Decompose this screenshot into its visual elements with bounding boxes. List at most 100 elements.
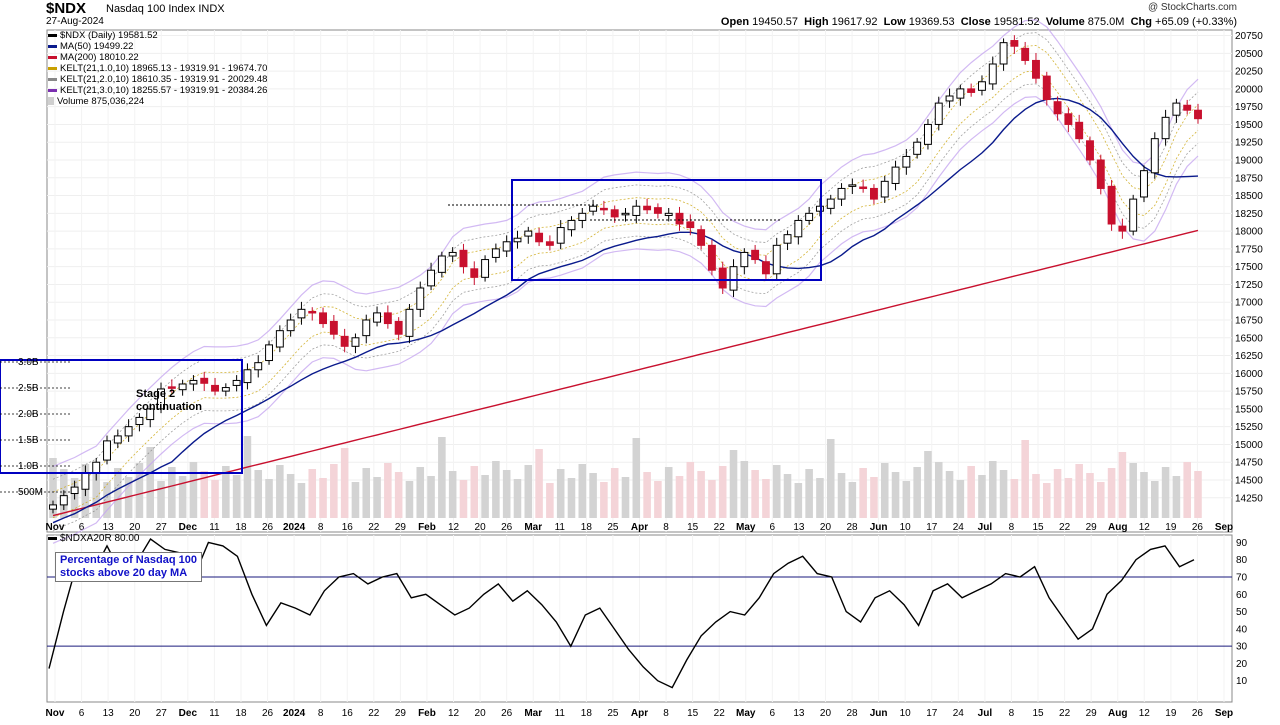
volume-bar (708, 480, 716, 518)
x-tick-label: 10 (900, 708, 912, 719)
volume-tick-label: 1.5B (18, 435, 39, 446)
volume-bar (589, 473, 597, 518)
candle-body (200, 377, 209, 384)
volume-bar (1140, 472, 1148, 518)
candle-body (92, 461, 101, 474)
volume-bar (513, 479, 522, 518)
volume-bar (1194, 471, 1202, 518)
x-tick-label: 26 (1192, 708, 1204, 719)
x-tick-label: 6 (770, 522, 776, 533)
candle-body (664, 212, 673, 216)
x-tick-label: 2024 (283, 522, 306, 533)
volume-tick-label: 1.0B (18, 461, 39, 472)
volume-bar (157, 481, 165, 518)
volume-bar (600, 482, 608, 518)
x-tick-label: 20 (129, 708, 141, 719)
volume-bar (1075, 464, 1083, 518)
volume-bar (880, 463, 889, 518)
ohlc-readout: Open 19450.57 High 19617.92 Low 19369.53… (720, 16, 1237, 28)
volume-bar (114, 468, 122, 518)
ma200-line (52, 229, 1199, 517)
x-tick-label: 26 (501, 522, 513, 533)
x-tick-label: 6 (79, 708, 85, 719)
candle-body (859, 186, 868, 190)
volume-bar (470, 466, 479, 518)
volume-bar (902, 481, 911, 518)
legend-ndx: $NDX (Daily) 19581.52 (48, 30, 158, 41)
candle-body (837, 187, 846, 200)
candle-body (589, 205, 598, 212)
candle-body (135, 416, 144, 426)
candle-body (545, 241, 554, 246)
volume-bar (448, 471, 457, 518)
candle-body (340, 335, 349, 347)
volume-bar (1161, 467, 1170, 518)
x-tick-label: May (736, 708, 756, 719)
x-tick-label: 11 (209, 522, 220, 533)
candle-body (599, 207, 608, 211)
candle-body (481, 259, 490, 278)
legend-volume: Volume 875,036,224 (48, 96, 144, 107)
volume-bar (956, 480, 965, 518)
price-tick-label: 17000 (1235, 298, 1263, 309)
volume-bar (1097, 482, 1105, 518)
volume-bar (826, 439, 835, 518)
candle-body (934, 102, 943, 125)
candle-body (405, 308, 414, 337)
stage2-box (0, 359, 243, 474)
x-tick-label: 11 (555, 522, 566, 533)
ma50-line (52, 97, 1199, 524)
x-tick-label: Dec (179, 522, 198, 533)
x-tick-label: 12 (1139, 522, 1151, 533)
volume-bar (718, 466, 727, 518)
candle-body (1140, 170, 1148, 198)
x-tick-label: 25 (607, 522, 619, 533)
volume-bar (1151, 481, 1159, 518)
x-tick-label: 15 (687, 522, 699, 533)
x-tick-label: Mar (524, 708, 542, 719)
x-tick-label: 27 (156, 708, 168, 719)
candle-body (157, 388, 165, 410)
x-tick-label: 19 (1165, 708, 1177, 719)
candle-body (1010, 40, 1019, 47)
candle-body (1172, 102, 1181, 116)
candle-body (610, 209, 619, 218)
x-tick-label: 20 (820, 522, 832, 533)
volume-bar (1107, 468, 1116, 518)
volume-bar (384, 463, 392, 518)
x-tick-label: 29 (395, 522, 407, 533)
x-tick-label: 8 (1009, 708, 1015, 719)
volume-bar (870, 477, 878, 518)
volume-bar (362, 468, 371, 518)
candle-body (178, 383, 187, 391)
candle-body (308, 310, 317, 314)
volume-bar (1172, 476, 1181, 518)
candle-body (1107, 185, 1116, 225)
candle-body (707, 244, 716, 271)
legend-kelt1: KELT(21,1.0,10) 18965.13 - 19319.91 - 19… (48, 63, 267, 74)
volume-bar (276, 465, 284, 518)
volume-bar (200, 471, 209, 518)
price-tick-label: 17500 (1235, 262, 1263, 273)
x-tick-label: 18 (581, 708, 593, 719)
candle-body (1118, 225, 1127, 232)
candle-body (319, 312, 328, 325)
candle-body (999, 42, 1008, 65)
price-tick-label: 17250 (1235, 280, 1263, 291)
volume-bar (664, 467, 673, 518)
candle-body (1183, 104, 1192, 111)
price-tick-label: 20500 (1235, 49, 1263, 60)
consolidation-box (511, 179, 822, 281)
price-tick-label: 15000 (1235, 440, 1263, 451)
volume-bar (340, 448, 349, 518)
x-tick-label: Nov (46, 708, 65, 719)
price-tick-label: 19250 (1235, 138, 1263, 149)
x-tick-label: 20 (475, 708, 487, 719)
candle-body (902, 155, 911, 168)
x-tick-label: 2024 (283, 708, 306, 719)
candle-body (1064, 113, 1073, 125)
price-tick-label: 20750 (1235, 31, 1263, 42)
volume-bar (427, 476, 435, 518)
candle-body (167, 386, 176, 389)
